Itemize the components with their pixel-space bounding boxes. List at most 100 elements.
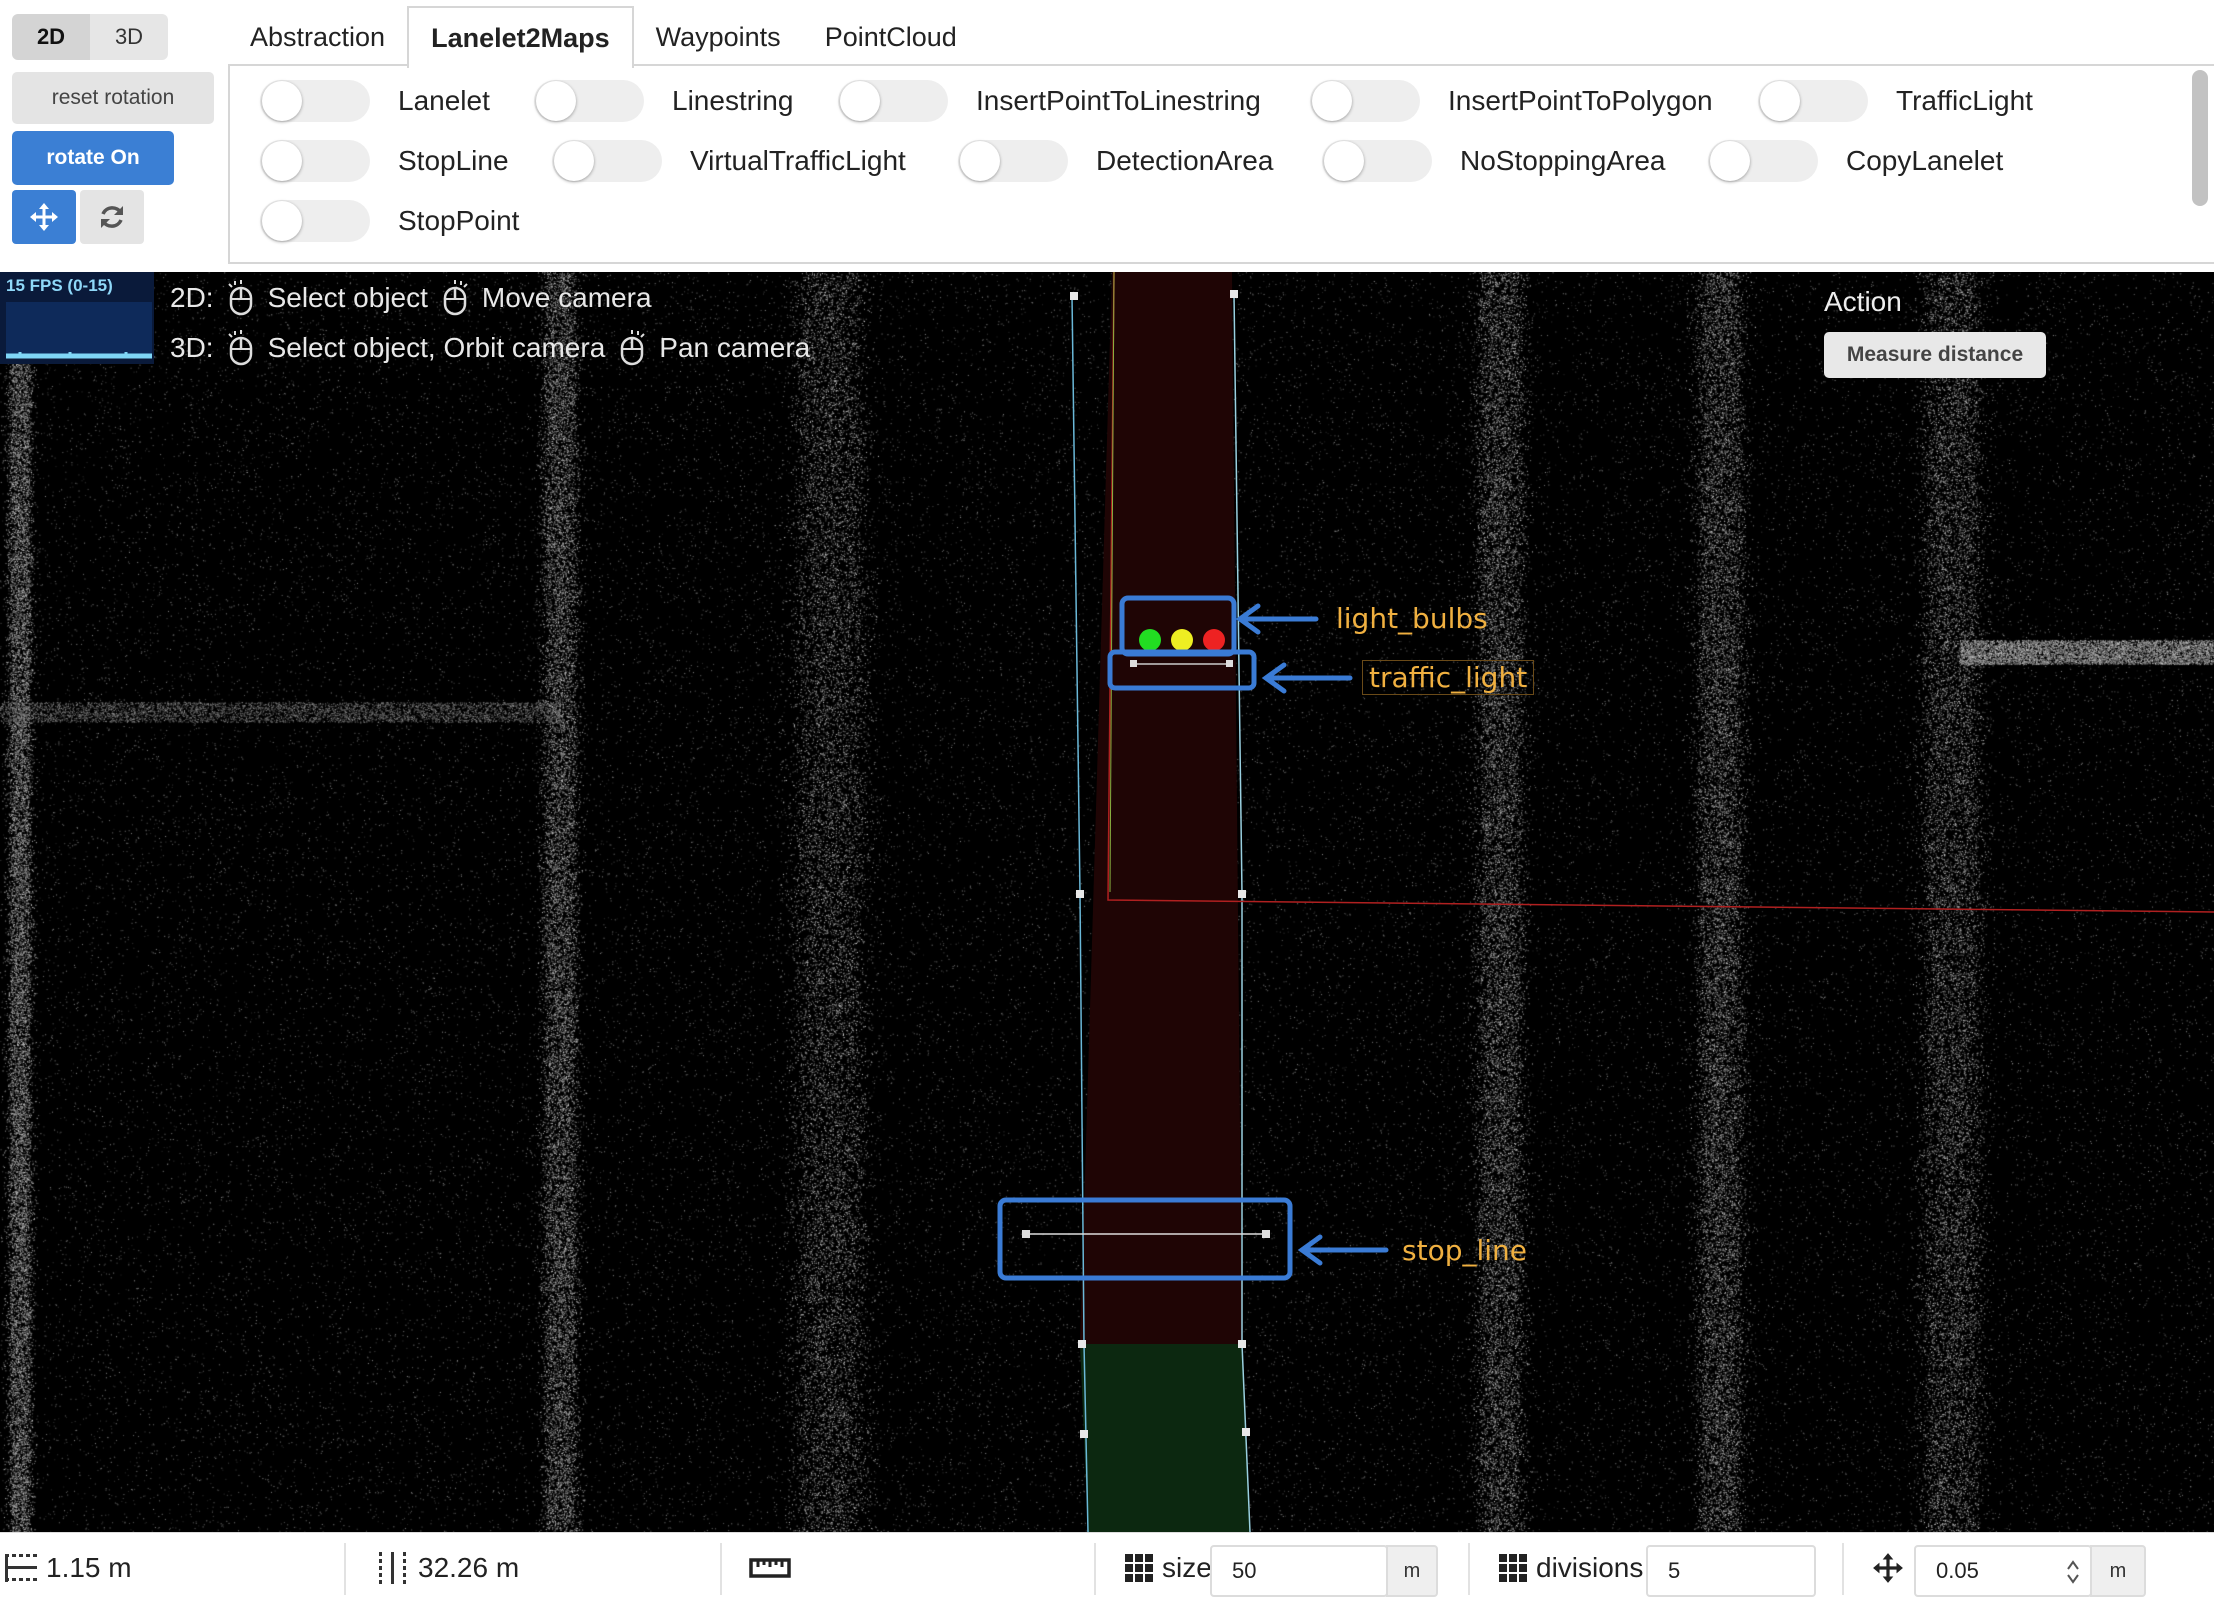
toggle-switch[interactable] [1310, 80, 1420, 122]
hint-2d: 2D: Select object Move camera [170, 280, 652, 316]
right-click-mouse-icon [621, 330, 645, 366]
toggle-copy-lanelet[interactable]: CopyLanelet [1708, 140, 2003, 182]
light-bulbs[interactable] [1139, 629, 1225, 651]
toggle-linestring[interactable]: Linestring [534, 80, 793, 122]
size-input[interactable]: 50 [1210, 1545, 1388, 1597]
vertex-points[interactable] [1070, 290, 1250, 1438]
toggle-switch[interactable] [260, 200, 370, 242]
toggle-label: InsertPointToLinestring [976, 85, 1261, 116]
toggle-label: InsertPointToPolygon [1448, 85, 1713, 116]
grid-icon [1125, 1554, 1153, 1582]
toggle-label: NoStoppingArea [1460, 145, 1666, 176]
guide-line [1109, 272, 1115, 893]
left-click-mouse-icon [227, 280, 252, 316]
move-mode-button[interactable] [12, 190, 76, 244]
toggle-stop-point[interactable]: StopPoint [260, 200, 519, 242]
panel-scrollbar[interactable] [2192, 70, 2208, 206]
toggle-label: Linestring [672, 85, 794, 116]
tab-lanelet2maps[interactable]: Lanelet2Maps [407, 6, 634, 68]
hint-3d-select: Select object, Orbit camera [267, 332, 606, 363]
main-tabs: Abstraction Lanelet2Maps Waypoints Point… [228, 4, 979, 68]
toggle-switch[interactable] [260, 80, 370, 122]
height-value: 32.26 m [418, 1552, 520, 1583]
toggle-switch[interactable] [534, 80, 644, 122]
refresh-icon [101, 206, 123, 228]
fps-label: 15 FPS (0-15) [6, 276, 113, 295]
stop-line-box [997, 1197, 1293, 1281]
hint-2d-move: Move camera [481, 282, 652, 313]
toggle-switch[interactable] [552, 140, 662, 182]
toggle-stop-line[interactable]: StopLine [260, 140, 509, 182]
step-input[interactable]: 0.05 [1914, 1545, 2092, 1597]
size-unit: m [1386, 1545, 1438, 1597]
width-readout: 1.15 m [4, 1533, 132, 1603]
toggle-label: StopPoint [398, 205, 520, 236]
traffic-light-label: traffic_light [1362, 660, 1535, 695]
map-viewport[interactable]: light_bulbs traffic_light stop_line 15 F… [0, 272, 2214, 1532]
ruler-button[interactable] [748, 1533, 792, 1603]
measure-distance-button[interactable]: Measure distance [1824, 332, 2046, 378]
toggle-virtual-traffic-light[interactable]: VirtualTrafficLight [552, 140, 906, 182]
view-2d-button[interactable]: 2D [12, 14, 90, 60]
lanelet-area-green[interactable] [1080, 1344, 1250, 1532]
rotate-toggle-button[interactable]: rotate On [12, 131, 174, 185]
hint-3d-pan: Pan camera [659, 332, 811, 363]
spinner-arrows-icon[interactable] [2066, 1559, 2080, 1585]
step-icon-group [1872, 1533, 1904, 1603]
toggle-label: VirtualTrafficLight [690, 145, 906, 176]
toggle-label: CopyLanelet [1846, 145, 2004, 176]
toggle-switch[interactable] [958, 140, 1068, 182]
light-bulbs-label: light_bulbs [1336, 602, 1488, 635]
view-mode-toggle: 2D 3D [12, 14, 168, 60]
toggle-switch[interactable] [838, 80, 948, 122]
tab-waypoints[interactable]: Waypoints [655, 21, 781, 52]
right-click-mouse-icon [443, 280, 468, 316]
fps-meter[interactable]: 15 FPS (0-15) [0, 272, 154, 364]
size-label: size [1162, 1552, 1212, 1583]
divisions-label: divisions [1536, 1552, 1644, 1583]
divisions-input[interactable]: 5 [1646, 1545, 1816, 1597]
annotation-arrows [1235, 603, 1389, 1266]
hint-2d-select: Select object [267, 282, 428, 313]
action-title: Action [1824, 286, 1902, 317]
height-readout: 32.26 m [376, 1533, 519, 1603]
toggle-label: StopLine [398, 145, 509, 176]
tab-pointcloud[interactable]: PointCloud [824, 21, 957, 52]
size-label-group: size [1124, 1533, 1212, 1603]
tab-abstraction[interactable]: Abstraction [250, 21, 386, 52]
grid-icon [1499, 1554, 1527, 1582]
toggle-label: Lanelet [398, 85, 490, 116]
step-value: 0.05 [1936, 1558, 1979, 1583]
traffic-light-box [1107, 649, 1257, 691]
width-value: 1.15 m [46, 1552, 132, 1583]
toggle-label: TrafficLight [1896, 85, 2033, 116]
toggle-detection-area[interactable]: DetectionArea [958, 140, 1273, 182]
hint-3d-prefix: 3D: [170, 332, 214, 363]
lanelet-right-bound[interactable] [1233, 293, 1251, 1532]
toggle-insert-point-to-linestring[interactable]: InsertPointToLinestring [838, 80, 1261, 122]
move-icon [1873, 1553, 1903, 1583]
map-overlay [997, 272, 2214, 1532]
toggle-label: DetectionArea [1096, 145, 1274, 176]
lanelet2maps-panel: Lanelet Linestring InsertPointToLinestri… [228, 64, 2214, 264]
move-icon [30, 203, 58, 231]
toggle-switch[interactable] [1322, 140, 1432, 182]
toggle-traffic-light[interactable]: TrafficLight [1758, 80, 2033, 122]
hint-2d-prefix: 2D: [170, 282, 214, 313]
stop-line-label: stop_line [1402, 1234, 1528, 1267]
toggle-insert-point-to-polygon[interactable]: InsertPointToPolygon [1310, 80, 1713, 122]
reset-rotation-button[interactable]: reset rotation [12, 72, 214, 124]
toggle-no-stopping-area[interactable]: NoStoppingArea [1322, 140, 1665, 182]
toggle-switch[interactable] [1758, 80, 1868, 122]
step-unit: m [2090, 1545, 2146, 1597]
toggle-switch[interactable] [1708, 140, 1818, 182]
left-click-mouse-icon [227, 330, 252, 366]
centerline [1107, 272, 2214, 913]
toggle-switch[interactable] [260, 140, 370, 182]
toggle-lanelet[interactable]: Lanelet [260, 80, 490, 122]
divisions-label-group: divisions [1498, 1533, 1643, 1603]
view-3d-button[interactable]: 3D [90, 14, 168, 60]
bottom-toolbar: 1.15 m 32.26 m size 50 m divisions 5 0.0… [0, 1532, 2214, 1603]
lanelet-area-red[interactable] [1080, 272, 1242, 1344]
rotate-mode-button[interactable] [80, 190, 144, 244]
